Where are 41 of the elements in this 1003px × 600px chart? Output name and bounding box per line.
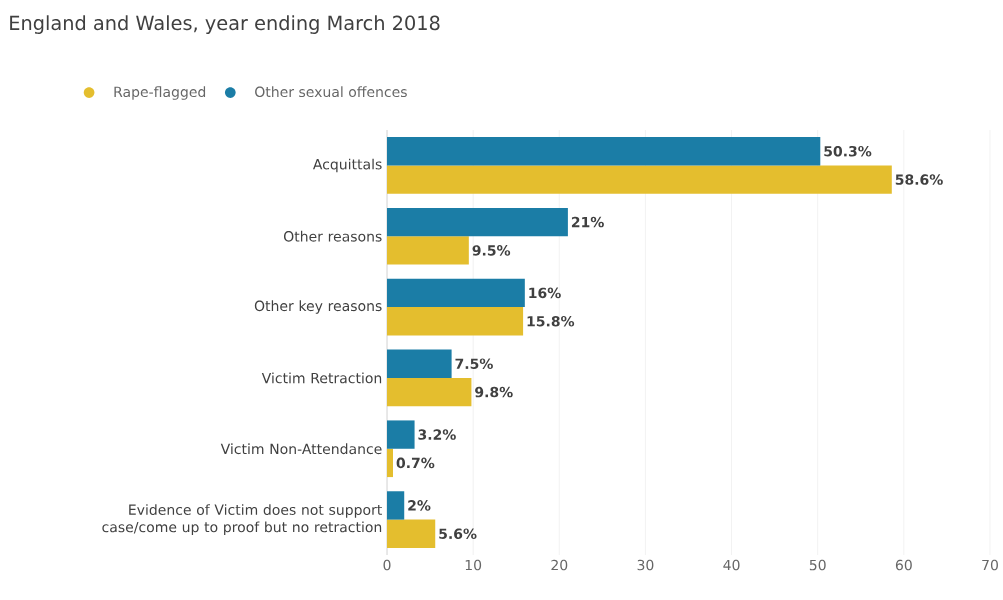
x-tick-label: 20 <box>551 559 568 571</box>
bar <box>387 137 821 166</box>
data-label: 3.2% <box>418 429 456 440</box>
bar <box>387 207 568 237</box>
data-label: 16% <box>529 287 561 299</box>
bar <box>387 307 524 336</box>
data-label: 9.5% <box>472 245 511 256</box>
bar <box>387 278 525 308</box>
y-tick-label: Other key reasons <box>254 300 382 314</box>
x-tick-label: 60 <box>895 559 912 571</box>
data-label: 50.3% <box>824 145 872 157</box>
x-tick-label: 50 <box>809 559 826 571</box>
y-tick-label: Evidence of Victim does not support case/come up to proof but no retraction <box>102 504 382 536</box>
data-label: 15.8% <box>527 315 575 327</box>
data-label: 7.5% <box>455 358 493 370</box>
x-tick-label: 10 <box>465 559 482 571</box>
y-tick-label: Acquittals <box>312 158 382 173</box>
data-label: 2% <box>408 500 431 511</box>
x-tick-label: 30 <box>637 559 654 571</box>
bar <box>387 519 436 548</box>
y-tick-label: Other reasons <box>284 230 382 242</box>
data-label: 58.6% <box>895 174 943 185</box>
bar <box>387 349 452 378</box>
bar <box>387 420 415 449</box>
x-tick-label: 0 <box>383 559 391 571</box>
y-tick-label: Victim Retraction <box>261 372 382 384</box>
bar <box>387 236 469 265</box>
data-label: 9.8% <box>475 386 513 398</box>
data-label: 21% <box>571 216 604 228</box>
bar <box>387 448 394 478</box>
x-tick-label: 40 <box>723 559 740 571</box>
y-tick-label: Victim Non-Attendance <box>220 443 382 455</box>
legend-label: Rape-flagged <box>114 86 206 100</box>
data-label: 0.7% <box>396 457 435 469</box>
legend-label: Other sexual offences <box>255 86 407 98</box>
x-tick-label: 70 <box>982 559 998 571</box>
bar <box>387 377 472 407</box>
data-label: 5.6% <box>439 528 477 540</box>
text: England and Wales, year ending March 2018 <box>10 15 440 34</box>
bar <box>387 165 892 194</box>
bar <box>387 491 405 520</box>
